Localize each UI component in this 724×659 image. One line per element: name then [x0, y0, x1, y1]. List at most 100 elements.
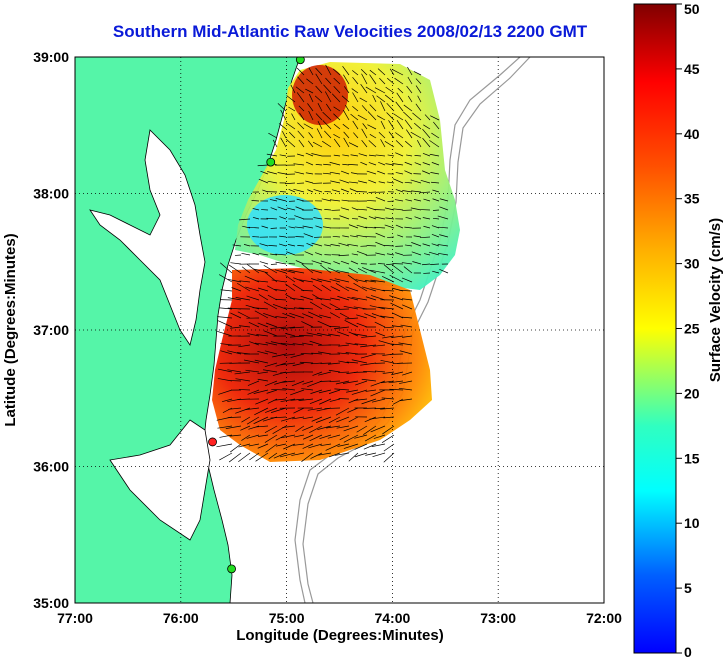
velocity-arrow — [355, 279, 368, 283]
velocity-arrow — [242, 225, 251, 229]
velocity-arrow — [312, 371, 323, 376]
velocity-arrow — [307, 140, 314, 148]
velocity-arrow — [290, 389, 305, 396]
velocity-arrow — [254, 359, 269, 364]
velocity-arrow — [419, 191, 431, 194]
velocity-arrow — [370, 425, 386, 433]
velocity-arrow — [392, 69, 404, 76]
velocity-arrow — [316, 128, 323, 139]
velocity-arrow — [219, 452, 233, 461]
velocity-arrow — [363, 425, 377, 435]
velocity-arrow — [402, 371, 413, 376]
velocity-arrow — [394, 199, 404, 202]
colorbar-tick-label: 40 — [684, 126, 700, 142]
velocity-arrow — [348, 416, 359, 423]
velocity-arrow — [354, 452, 368, 458]
velocity-arrow — [220, 289, 233, 292]
velocity-arrow — [294, 215, 305, 220]
velocity-arrow — [373, 434, 386, 439]
velocity-arrow — [356, 314, 368, 319]
velocity-arrow — [401, 262, 413, 265]
velocity-arrow — [340, 260, 350, 265]
velocity-arrow — [311, 153, 323, 157]
velocity-arrow — [350, 113, 359, 121]
velocity-arrow — [417, 140, 422, 148]
velocity-arrow — [238, 443, 251, 448]
velocity-arrow — [327, 362, 341, 365]
velocity-arrow — [299, 112, 305, 121]
velocity-arrow — [263, 265, 278, 274]
velocity-arrow — [333, 134, 341, 139]
velocity-arrow — [335, 308, 350, 310]
velocity-arrow — [270, 416, 287, 419]
velocity-arrow — [235, 378, 251, 382]
velocity-arrow — [317, 120, 323, 130]
velocity-arrow — [248, 443, 260, 447]
velocity-arrow — [388, 120, 395, 130]
velocity-arrow — [303, 123, 314, 130]
velocity-arrow — [391, 312, 404, 319]
velocity-arrow — [296, 92, 305, 103]
velocity-arrow — [289, 326, 305, 329]
velocity-arrow — [345, 352, 359, 355]
velocity-arrow — [378, 131, 386, 139]
velocity-arrow — [317, 351, 332, 355]
velocity-arrow — [318, 371, 332, 376]
velocity-arrow — [381, 434, 395, 443]
velocity-arrow — [432, 270, 440, 274]
velocity-arrow — [327, 434, 341, 439]
velocity-arrow — [305, 161, 314, 166]
velocity-arrow — [410, 207, 422, 211]
velocity-arrow — [403, 111, 413, 121]
velocity-arrow — [420, 179, 431, 184]
velocity-arrow — [368, 179, 377, 184]
velocity-arrow — [283, 353, 296, 356]
velocity-arrow — [402, 304, 413, 310]
velocity-arrow — [391, 264, 404, 274]
velocity-arrow — [296, 67, 305, 76]
velocity-arrow — [374, 407, 386, 410]
velocity-arrow — [307, 103, 314, 112]
velocity-arrow — [367, 200, 377, 202]
velocity-arrow — [377, 68, 386, 76]
velocity-arrow — [439, 198, 449, 202]
x-tick-label: 75:00 — [269, 610, 305, 626]
velocity-arrow — [344, 317, 359, 320]
velocity-arrow — [351, 207, 359, 211]
velocity-arrow — [221, 398, 233, 403]
velocity-arrow — [338, 242, 350, 247]
velocity-arrow — [227, 278, 242, 283]
velocity-arrow — [241, 434, 251, 441]
velocity-arrow — [292, 283, 305, 292]
colorbar-tick-label: 25 — [684, 321, 700, 337]
velocity-arrow — [407, 76, 413, 85]
velocity-arrow — [228, 264, 242, 274]
velocity-arrow — [395, 132, 404, 139]
plot-frame — [74, 56, 605, 604]
velocity-arrow — [374, 370, 386, 373]
colorbar-tick-label: 30 — [684, 256, 700, 272]
velocity-arrow — [390, 343, 404, 346]
velocity-arrow — [388, 131, 395, 139]
velocity-arrow — [366, 206, 377, 211]
velocity-arrow — [293, 188, 305, 193]
velocity-arrow — [307, 407, 323, 411]
velocity-arrow — [421, 263, 431, 266]
colorbar-tick-label: 5 — [684, 580, 692, 596]
velocity-arrow — [333, 77, 341, 85]
velocity-arrow — [369, 74, 377, 85]
velocity-arrow — [252, 208, 260, 211]
velocity-arrow — [294, 171, 305, 175]
velocity-arrow — [317, 278, 332, 283]
velocity-arrow — [358, 180, 368, 184]
velocity-arrow — [313, 189, 323, 193]
velocity-arrow — [406, 85, 413, 94]
velocity-arrow — [337, 352, 350, 355]
velocity-arrow — [372, 452, 386, 458]
velocity-arrow — [364, 280, 377, 283]
velocity-arrow — [439, 268, 449, 274]
velocity-arrow — [422, 162, 431, 166]
velocity-arrow — [268, 132, 278, 139]
velocity-arrow — [340, 207, 350, 211]
